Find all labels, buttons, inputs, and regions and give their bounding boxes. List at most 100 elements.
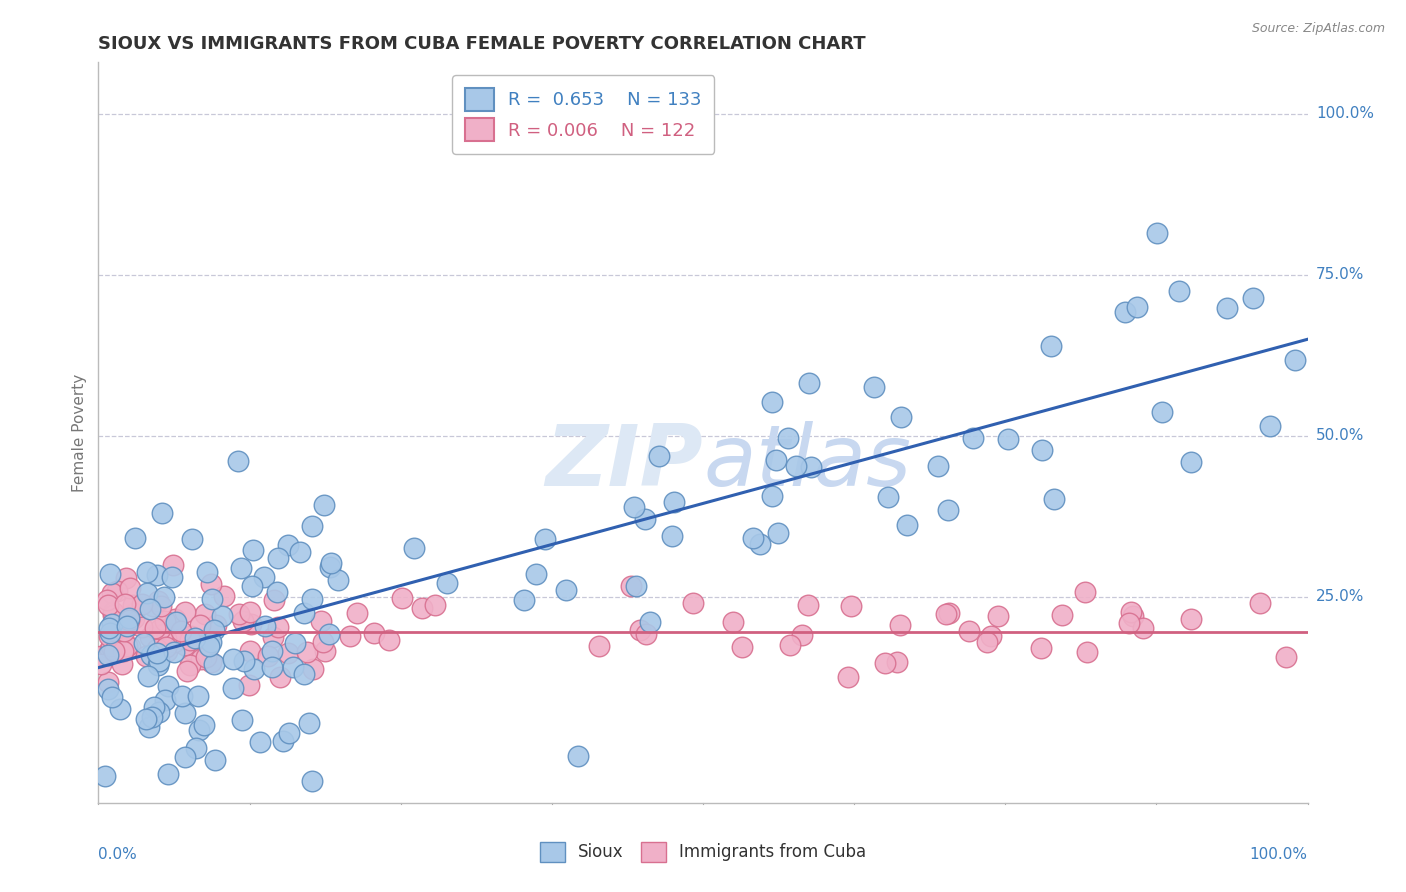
Point [150,599,173,613]
Point [1168,284,1191,298]
Point [103,644,125,658]
Point [748,537,770,551]
Point [111,644,134,658]
Point [97,598,120,612]
Point [423,598,446,612]
Point [633,512,655,526]
Point [266,585,288,599]
Point [790,628,813,642]
Point [97,621,120,635]
Point [292,606,315,620]
Point [301,519,323,533]
Point [115,639,138,653]
Point [588,639,610,653]
Point [242,543,264,558]
Point [436,576,458,591]
Point [526,566,548,581]
Point [302,662,325,676]
Point [138,630,160,644]
Point [187,723,209,737]
Point [231,714,253,728]
Point [173,638,195,652]
Point [239,644,262,658]
Point [634,626,657,640]
Point [136,586,159,600]
Point [222,652,245,666]
Point [180,629,202,643]
Point [143,621,166,635]
Point [118,609,141,624]
Point [253,570,276,584]
Point [148,654,170,668]
Point [149,622,172,636]
Point [262,660,284,674]
Point [174,853,197,867]
Point [156,644,179,658]
Legend: Sioux, Immigrants from Cuba: Sioux, Immigrants from Cuba [533,835,873,869]
Point [179,633,201,648]
Point [254,619,277,633]
Point [115,620,138,634]
Point [262,630,284,644]
Point [155,693,177,707]
Point [628,623,651,637]
Point [138,720,160,734]
Point [118,640,141,655]
Point [131,620,153,634]
Point [741,531,763,545]
Point [162,558,184,573]
Point [873,657,896,671]
Point [90,657,112,671]
Point [263,592,285,607]
Point [174,750,197,764]
Point [987,608,1010,623]
Point [152,626,174,640]
Point [1258,418,1281,433]
Point [288,545,311,559]
Point [101,690,124,704]
Point [962,431,984,445]
Point [980,628,1002,642]
Point [796,598,818,612]
Point [156,766,179,780]
Point [959,624,981,638]
Point [779,638,801,652]
Point [139,602,162,616]
Point [100,639,122,653]
Text: atlas: atlas [703,421,911,504]
Point [200,635,222,649]
Point [155,640,177,655]
Point [180,532,202,546]
Point [301,773,323,788]
Point [195,650,218,665]
Point [204,753,226,767]
Point [97,648,120,663]
Point [1114,305,1136,319]
Point [1122,609,1144,624]
Point [1121,605,1143,619]
Point [222,681,245,695]
Point [1180,612,1202,626]
Point [1031,641,1053,656]
Point [228,607,250,622]
Point [877,490,900,504]
Point [163,644,186,658]
Point [141,710,163,724]
Point [104,633,127,648]
Point [1126,300,1149,314]
Point [1074,585,1097,599]
Point [785,459,807,474]
Point [339,629,361,643]
Point [1031,442,1053,457]
Point [721,615,744,630]
Point [404,541,426,556]
Point [212,590,235,604]
Point [766,525,789,540]
Point [935,607,957,622]
Point [170,624,193,639]
Point [115,619,138,633]
Point [100,616,122,631]
Point [326,573,349,587]
Point [146,658,169,673]
Point [193,718,215,732]
